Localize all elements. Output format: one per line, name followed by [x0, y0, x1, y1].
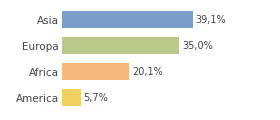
Bar	[62, 63, 129, 80]
Text: 35,0%: 35,0%	[182, 41, 213, 51]
Bar	[62, 89, 81, 106]
Bar	[62, 37, 179, 54]
Text: 20,1%: 20,1%	[132, 67, 163, 77]
Bar	[62, 11, 193, 28]
Text: 5,7%: 5,7%	[83, 93, 108, 103]
Text: 39,1%: 39,1%	[196, 15, 226, 25]
